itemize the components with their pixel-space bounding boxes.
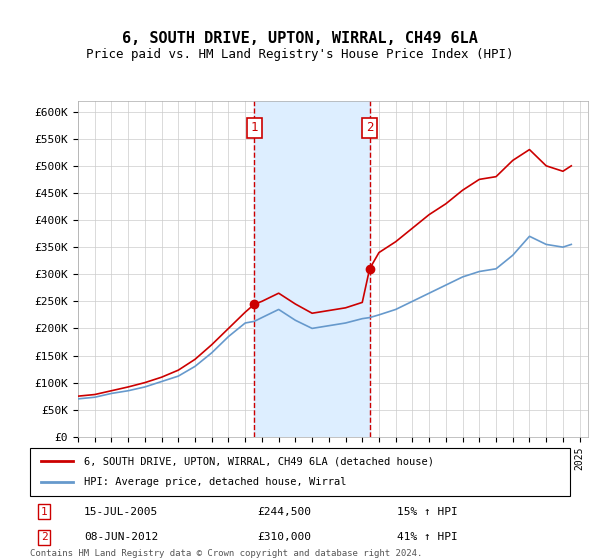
Text: 1: 1	[41, 507, 47, 517]
Text: HPI: Average price, detached house, Wirral: HPI: Average price, detached house, Wirr…	[84, 477, 347, 487]
Text: Price paid vs. HM Land Registry's House Price Index (HPI): Price paid vs. HM Land Registry's House …	[86, 48, 514, 60]
Text: 2: 2	[366, 122, 373, 134]
Text: 2: 2	[41, 533, 47, 543]
Text: 41% ↑ HPI: 41% ↑ HPI	[397, 533, 458, 543]
Text: 15% ↑ HPI: 15% ↑ HPI	[397, 507, 458, 517]
Text: £310,000: £310,000	[257, 533, 311, 543]
FancyBboxPatch shape	[30, 448, 570, 496]
Text: 6, SOUTH DRIVE, UPTON, WIRRAL, CH49 6LA: 6, SOUTH DRIVE, UPTON, WIRRAL, CH49 6LA	[122, 31, 478, 46]
Text: 1: 1	[250, 122, 258, 134]
Text: £244,500: £244,500	[257, 507, 311, 517]
Text: Contains HM Land Registry data © Crown copyright and database right 2024.: Contains HM Land Registry data © Crown c…	[30, 549, 422, 558]
Text: 08-JUN-2012: 08-JUN-2012	[84, 533, 158, 543]
Text: 15-JUL-2005: 15-JUL-2005	[84, 507, 158, 517]
Text: 6, SOUTH DRIVE, UPTON, WIRRAL, CH49 6LA (detached house): 6, SOUTH DRIVE, UPTON, WIRRAL, CH49 6LA …	[84, 456, 434, 466]
Bar	[254, 101, 370, 437]
